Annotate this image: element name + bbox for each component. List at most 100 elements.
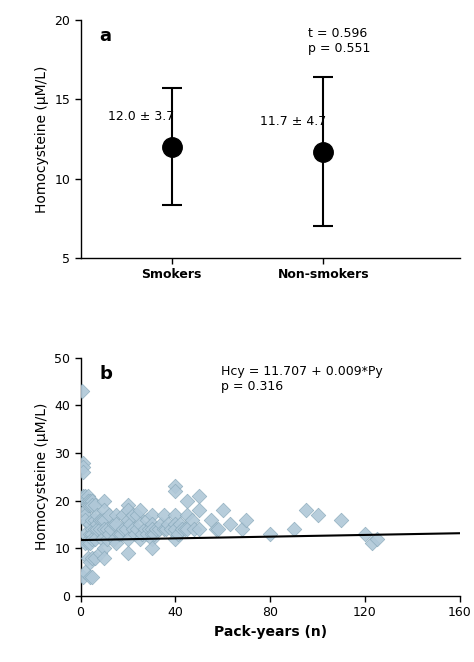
Point — [96, 524, 103, 534]
Text: b: b — [100, 365, 112, 383]
Point — [148, 519, 155, 530]
Point — [124, 514, 132, 525]
Point — [176, 519, 184, 530]
Point — [191, 524, 198, 534]
X-axis label: Pack-years (n): Pack-years (n) — [214, 625, 327, 639]
Point — [150, 529, 158, 540]
Point — [314, 510, 321, 520]
Point — [117, 529, 125, 540]
Point — [243, 514, 250, 525]
Point — [100, 495, 108, 506]
Point — [98, 514, 106, 525]
Point — [266, 529, 274, 540]
Point — [195, 524, 203, 534]
Point — [82, 529, 89, 540]
Point — [167, 524, 174, 534]
Point — [89, 529, 96, 540]
Point — [195, 505, 203, 516]
Point — [112, 519, 120, 530]
Y-axis label: Homocysteine (μM/L): Homocysteine (μM/L) — [35, 65, 49, 213]
Point — [96, 514, 103, 525]
Point — [86, 500, 94, 510]
Point — [148, 543, 155, 553]
Point — [79, 462, 87, 473]
Point — [103, 524, 110, 534]
Point — [124, 534, 132, 544]
Point — [183, 510, 191, 520]
Point — [84, 552, 91, 563]
Point — [86, 557, 94, 568]
Point — [146, 524, 153, 534]
Point — [82, 514, 89, 525]
Point — [195, 491, 203, 501]
Text: 11.7 ± 4.7: 11.7 ± 4.7 — [260, 115, 326, 128]
Point — [86, 538, 94, 549]
Point — [93, 524, 101, 534]
Text: t = 0.596
p = 0.551: t = 0.596 p = 0.551 — [308, 27, 371, 55]
Point — [79, 571, 87, 582]
Point — [290, 524, 298, 534]
Point — [86, 529, 94, 540]
Point — [219, 505, 227, 516]
Point — [361, 529, 369, 540]
Point — [86, 519, 94, 530]
Point — [89, 524, 96, 534]
Point — [172, 519, 179, 530]
Point — [136, 505, 144, 516]
Point — [214, 524, 222, 534]
Point — [172, 534, 179, 544]
Text: 12.0 ± 3.7: 12.0 ± 3.7 — [108, 110, 174, 123]
Point — [368, 538, 376, 549]
Point — [91, 514, 99, 525]
Y-axis label: Homocysteine (μM/L): Homocysteine (μM/L) — [35, 403, 49, 551]
Text: a: a — [100, 27, 111, 45]
Point — [110, 534, 118, 544]
Point — [124, 505, 132, 516]
Point — [91, 552, 99, 563]
Point — [115, 529, 122, 540]
Point — [108, 524, 115, 534]
Point — [143, 514, 151, 525]
Point — [93, 510, 101, 520]
Point — [103, 534, 110, 544]
Point — [84, 495, 91, 506]
Point — [89, 552, 96, 563]
Point — [127, 519, 134, 530]
Point — [89, 500, 96, 510]
Point — [148, 524, 155, 534]
Point — [100, 543, 108, 553]
Point — [100, 514, 108, 525]
Point — [86, 495, 94, 506]
Point — [134, 524, 141, 534]
Point — [79, 491, 87, 501]
Point — [82, 495, 89, 506]
Point — [82, 491, 89, 501]
Point — [134, 510, 141, 520]
Point — [105, 529, 113, 540]
Point — [183, 524, 191, 534]
Point — [157, 519, 165, 530]
Point — [188, 514, 196, 525]
Point — [174, 529, 182, 540]
Point — [153, 524, 160, 534]
Point — [143, 529, 151, 540]
Point — [78, 386, 86, 397]
Point — [162, 524, 170, 534]
Point — [136, 534, 144, 544]
Point — [91, 524, 99, 534]
Point — [82, 567, 89, 577]
Point — [96, 547, 103, 558]
Point — [100, 505, 108, 516]
Point — [98, 534, 106, 544]
Point — [183, 495, 191, 506]
Text: Hcy = 11.707 + 0.009*Py
p = 0.316: Hcy = 11.707 + 0.009*Py p = 0.316 — [221, 365, 383, 393]
Point — [160, 524, 167, 534]
Point — [82, 505, 89, 516]
Point — [172, 481, 179, 492]
Point — [84, 538, 91, 549]
Point — [148, 529, 155, 540]
Point — [212, 524, 219, 534]
Point — [122, 524, 129, 534]
Point — [141, 524, 148, 534]
Point — [226, 519, 234, 530]
